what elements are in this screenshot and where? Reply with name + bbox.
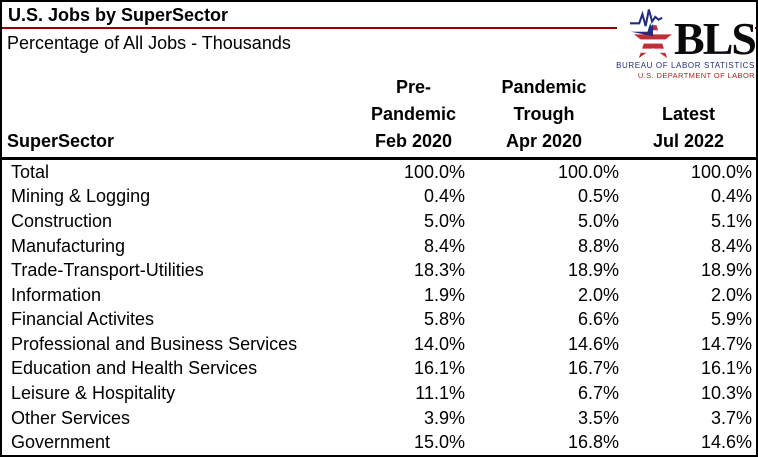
- page-title: U.S. Jobs by SuperSector: [8, 5, 229, 25]
- table-row: Financial Activites 5.8% 6.6% 5.9%: [2, 307, 756, 332]
- jul2022-cell: 18.9%: [700, 260, 752, 281]
- apr2020-cell: 100.0%: [557, 161, 619, 182]
- feb2020-cell: 0.4%: [423, 186, 465, 207]
- jul2022-cell: 2.0%: [710, 284, 752, 305]
- feb2020-cell: 11.1%: [415, 382, 465, 403]
- header-line: Jul 2022: [652, 131, 725, 151]
- header-line: SuperSector: [7, 131, 115, 151]
- table-row: Government 15.0% 16.8% 14.6%: [2, 430, 756, 455]
- jul2022-cell: 14.6%: [700, 432, 752, 453]
- apr2020-cell: 16.7%: [567, 358, 619, 379]
- apr2020-cell: 16.8%: [567, 432, 619, 453]
- sector-cell: Government: [11, 432, 111, 453]
- header-line: Trough: [513, 104, 575, 124]
- jul2022-cell: 5.1%: [710, 210, 752, 231]
- page-subtitle: Percentage of All Jobs - Thousands: [7, 33, 291, 53]
- jul2022-cell: 14.7%: [700, 333, 752, 354]
- sector-cell: Construction: [11, 210, 113, 231]
- apr2020-cell: 6.7%: [577, 382, 619, 403]
- apr2020-cell: 2.0%: [577, 284, 619, 305]
- header-line: Feb 2020: [374, 131, 453, 151]
- bls-logo-top: BLS: [630, 7, 756, 64]
- feb2020-cell: 8.4%: [423, 235, 465, 256]
- feb2020-cell: 15.0%: [413, 432, 465, 453]
- bls-star-icon: [630, 7, 676, 59]
- sector-cell: Leisure & Hospitality: [11, 382, 176, 403]
- feb2020-cell: 100.0%: [403, 161, 465, 182]
- jul2022-cell: 3.7%: [710, 407, 752, 428]
- table-row: Information 1.9% 2.0% 2.0%: [2, 283, 756, 308]
- table-body: Total 100.0% 100.0% 100.0% Mining & Logg…: [2, 160, 756, 455]
- apr2020-cell: 14.6%: [567, 333, 619, 354]
- header-line: Pandemic: [370, 104, 457, 124]
- feb2020-cell: 18.3%: [413, 260, 465, 281]
- feb2020-cell: 3.9%: [423, 407, 465, 428]
- table-row: Manufacturing 8.4% 8.8% 8.4%: [2, 234, 756, 259]
- header-line: Latest: [661, 104, 715, 124]
- table-row: Other Services 3.9% 3.5% 3.7%: [2, 406, 756, 431]
- sector-cell: Financial Activites: [11, 309, 155, 330]
- sector-cell: Education and Health Services: [11, 358, 258, 379]
- table-row: Professional and Business Services 14.0%…: [2, 332, 756, 357]
- apr2020-cell: 5.0%: [577, 210, 619, 231]
- header-line: Apr 2020: [505, 131, 583, 151]
- bls-bureau-text: BUREAU OF LABOR STATISTICS: [616, 61, 755, 70]
- feb2020-cell: 14.0%: [413, 333, 465, 354]
- table-row: Education and Health Services 16.1% 16.7…: [2, 357, 756, 382]
- sector-cell: Trade-Transport-Utilities: [11, 260, 204, 281]
- apr2020-cell: 8.8%: [577, 235, 619, 256]
- feb2020-cell: 5.0%: [423, 210, 465, 231]
- table-row: Leisure & Hospitality 11.1% 6.7% 10.3%: [2, 381, 756, 406]
- jul2022-cell: 0.4%: [710, 186, 752, 207]
- jul2022-cell: 10.3%: [700, 382, 752, 403]
- feb2020-cell: 5.8%: [423, 309, 465, 330]
- bls-logo: BLS BUREAU OF LABOR STATISTICS U.S. DEPA…: [616, 4, 756, 88]
- table-row: Mining & Logging 0.4% 0.5% 0.4%: [2, 185, 756, 210]
- bls-department-text: U.S. DEPARTMENT OF LABOR: [637, 71, 755, 80]
- sector-cell: Manufacturing: [11, 235, 126, 256]
- feb2020-cell: 1.9%: [423, 284, 465, 305]
- bls-zigzag-icon: [630, 9, 663, 27]
- sector-cell: Professional and Business Services: [11, 333, 298, 354]
- apr2020-cell: 0.5%: [577, 186, 619, 207]
- sector-cell: Mining & Logging: [11, 186, 151, 207]
- header-line: Pandemic: [501, 77, 587, 97]
- apr2020-cell: 18.9%: [567, 260, 619, 281]
- column-header-pandemic-trough-apr2020: Pandemic Trough Apr 2020: [467, 53, 621, 157]
- table-row: Total 100.0% 100.0% 100.0%: [2, 160, 756, 185]
- table-row: Construction 5.0% 5.0% 5.1%: [2, 209, 756, 234]
- table-row: Trade-Transport-Utilities 18.3% 18.9% 18…: [2, 258, 756, 283]
- column-header-supersector: SuperSector: [2, 53, 360, 157]
- jul2022-cell: 5.9%: [710, 309, 752, 330]
- title-rule: [2, 27, 756, 29]
- apr2020-cell: 6.6%: [577, 309, 619, 330]
- column-header-latest-jul2022: Latest Jul 2022: [621, 53, 756, 157]
- apr2020-cell: 3.5%: [577, 407, 619, 428]
- jul2022-cell: 16.1%: [700, 358, 752, 379]
- table-header-row: SuperSector Pre- Pandemic Feb 2020 Pande…: [2, 53, 756, 160]
- column-header-prepandemic-feb2020: Pre- Pandemic Feb 2020: [360, 53, 467, 157]
- sector-cell: Information: [11, 284, 102, 305]
- sector-cell: Other Services: [11, 407, 131, 428]
- feb2020-cell: 16.1%: [413, 358, 465, 379]
- jul2022-cell: 100.0%: [690, 161, 752, 182]
- bls-acronym: BLS: [674, 13, 756, 64]
- header-line: Pre-: [395, 77, 431, 97]
- jul2022-cell: 8.4%: [710, 235, 752, 256]
- sector-cell: Total: [11, 161, 50, 182]
